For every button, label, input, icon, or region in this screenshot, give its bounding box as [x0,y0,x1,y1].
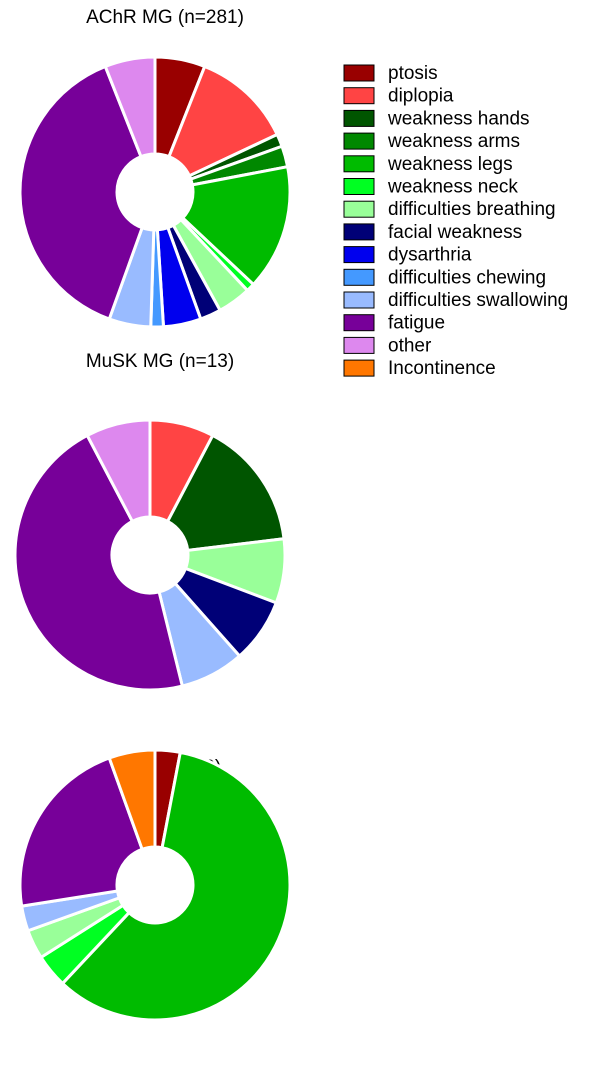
legend-label: weakness neck [387,177,518,198]
legend-swatch [343,200,375,218]
pie-slice [13,433,185,692]
legend-swatch [343,178,375,195]
legend-label: facial weakness [388,222,522,243]
legend-label: dysarthria [388,245,472,266]
legend-swatch [343,314,375,332]
legend-label: weakness arms [387,131,520,152]
legend-swatch [343,336,375,354]
pie-slice [180,164,292,287]
legend-swatch [343,359,375,377]
pie-slice [85,418,152,524]
legend-swatch [343,155,375,173]
pie-slice [18,756,145,908]
legend-swatch [343,268,375,286]
legend-label: difficulties chewing [388,267,546,288]
legend-swatch [343,87,375,105]
legend-swatch [343,246,375,264]
legend-swatch [343,64,375,82]
legend-swatch [343,132,375,150]
legend-label: diplopia [388,86,454,107]
legend-label: difficulties breathing [388,199,556,220]
pie-slice [167,64,280,178]
pie-slice [165,433,286,553]
legend-label: fatigue [388,313,445,334]
pie-slice [107,748,157,852]
legend-swatch [343,291,375,309]
legend-label: weakness hands [387,108,530,129]
legend-label: weakness legs [387,154,513,175]
pie-slice [18,64,145,321]
legend-label: ptosis [388,63,438,84]
chart-title: MuSK MG (n=13) [86,351,234,372]
legend-label: Incontinence [388,358,496,379]
legend-label: other [388,335,432,356]
pie-slice [103,55,157,159]
legend-label: difficulties swallowing [388,290,568,311]
pie-slice [60,750,292,1022]
legend-swatch [343,223,375,241]
chart-title: AChR MG (n=281) [86,7,244,28]
legend-swatch [343,109,375,127]
